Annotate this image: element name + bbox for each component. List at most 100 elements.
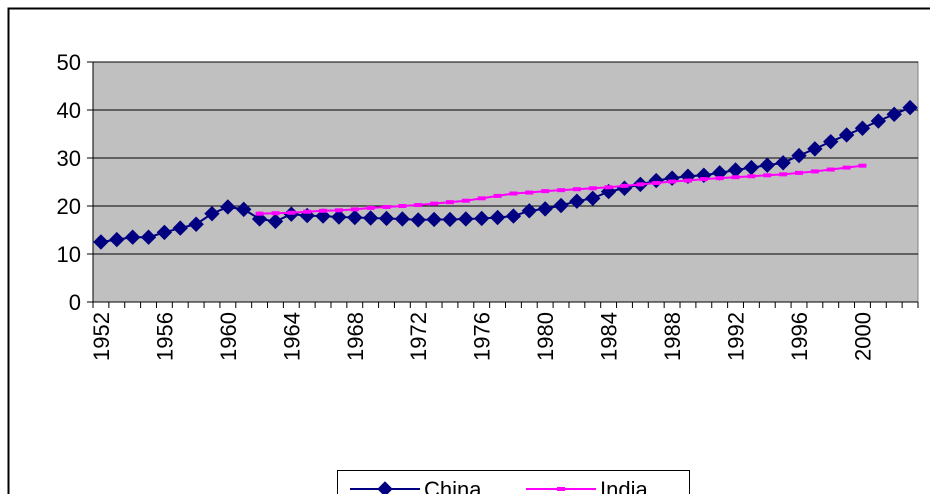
data-point <box>541 189 550 194</box>
y-tick-label: 20 <box>57 194 81 219</box>
data-point <box>810 169 819 174</box>
y-tick-label: 40 <box>57 98 81 123</box>
data-point <box>377 481 393 494</box>
data-point <box>347 209 363 226</box>
data-point <box>838 127 855 143</box>
y-tick-label: 10 <box>57 242 81 267</box>
data-point <box>759 157 775 173</box>
data-point <box>842 165 851 170</box>
data-point <box>394 211 411 227</box>
x-tick-label: 1984 <box>597 312 622 361</box>
data-point <box>604 185 613 190</box>
data-point <box>620 183 629 188</box>
data-point <box>557 188 566 193</box>
data-point <box>505 208 522 224</box>
data-point <box>334 208 343 213</box>
data-point <box>569 193 585 209</box>
data-point <box>140 229 157 245</box>
data-point <box>747 174 756 179</box>
data-point <box>287 210 296 215</box>
data-point <box>331 209 347 225</box>
data-point <box>188 216 204 232</box>
data-point <box>414 203 423 208</box>
data-point <box>461 198 470 203</box>
x-tick-label: 1980 <box>533 312 558 361</box>
data-point <box>430 201 439 206</box>
data-point <box>220 199 236 215</box>
x-tick-label: 1964 <box>279 312 304 361</box>
data-point <box>652 180 661 185</box>
data-point <box>588 186 597 191</box>
data-point <box>715 176 724 181</box>
x-tick-label: 1992 <box>724 312 749 361</box>
data-point <box>236 201 252 218</box>
data-point <box>553 197 569 214</box>
data-point <box>779 172 788 177</box>
x-tick-label: 1956 <box>152 312 177 361</box>
x-tick-label: 1960 <box>216 312 241 361</box>
x-tick-label: 1988 <box>660 312 685 361</box>
data-point <box>319 208 328 213</box>
data-point <box>902 99 918 116</box>
x-tick-label: 1976 <box>470 312 495 361</box>
data-point <box>410 212 426 228</box>
legend: China India <box>337 470 690 494</box>
series-line <box>100 106 911 243</box>
y-tick-label: 50 <box>57 50 81 75</box>
data-point <box>537 201 553 217</box>
data-point <box>775 155 791 171</box>
data-point <box>442 211 458 228</box>
data-point <box>458 211 474 227</box>
data-point <box>477 196 486 201</box>
data-point <box>303 209 312 214</box>
data-point <box>668 179 677 184</box>
data-point <box>854 120 871 136</box>
x-tick-label: 1996 <box>787 312 812 361</box>
data-point <box>795 170 804 175</box>
data-point <box>204 205 220 222</box>
data-point <box>109 231 125 248</box>
data-point <box>683 178 692 183</box>
data-point <box>585 190 601 207</box>
x-tick-label: 2000 <box>850 312 875 361</box>
legend-box <box>337 470 690 494</box>
data-point <box>791 147 807 164</box>
data-point <box>521 203 538 219</box>
data-point <box>636 182 645 187</box>
data-point <box>699 177 708 182</box>
data-point <box>156 224 173 241</box>
y-tick-label: 0 <box>69 290 81 315</box>
data-point <box>858 163 867 168</box>
x-tick-label: 1972 <box>406 312 431 361</box>
data-point <box>445 200 454 205</box>
data-point <box>572 187 581 192</box>
data-point <box>255 211 264 216</box>
data-point <box>271 211 280 216</box>
data-point <box>382 204 391 209</box>
data-point <box>267 213 284 230</box>
data-point <box>525 190 534 195</box>
x-tick-label: 1968 <box>343 312 368 361</box>
data-point <box>172 220 188 236</box>
data-point <box>489 209 506 226</box>
data-point <box>398 204 407 208</box>
y-tick-label: 30 <box>57 146 81 171</box>
data-point <box>124 229 141 245</box>
data-point <box>426 211 442 228</box>
data-point <box>557 487 565 491</box>
data-point <box>378 210 395 227</box>
data-point <box>823 133 839 150</box>
data-point <box>93 234 109 250</box>
data-point <box>886 106 902 123</box>
data-point <box>362 210 379 226</box>
legend-label: China <box>424 477 482 494</box>
data-point <box>826 167 835 172</box>
data-point <box>493 193 502 198</box>
data-point <box>350 207 359 212</box>
x-tick-label: 1952 <box>89 312 114 361</box>
data-point <box>807 141 823 157</box>
data-point <box>366 205 375 210</box>
data-point <box>473 210 490 227</box>
data-point <box>731 175 740 180</box>
